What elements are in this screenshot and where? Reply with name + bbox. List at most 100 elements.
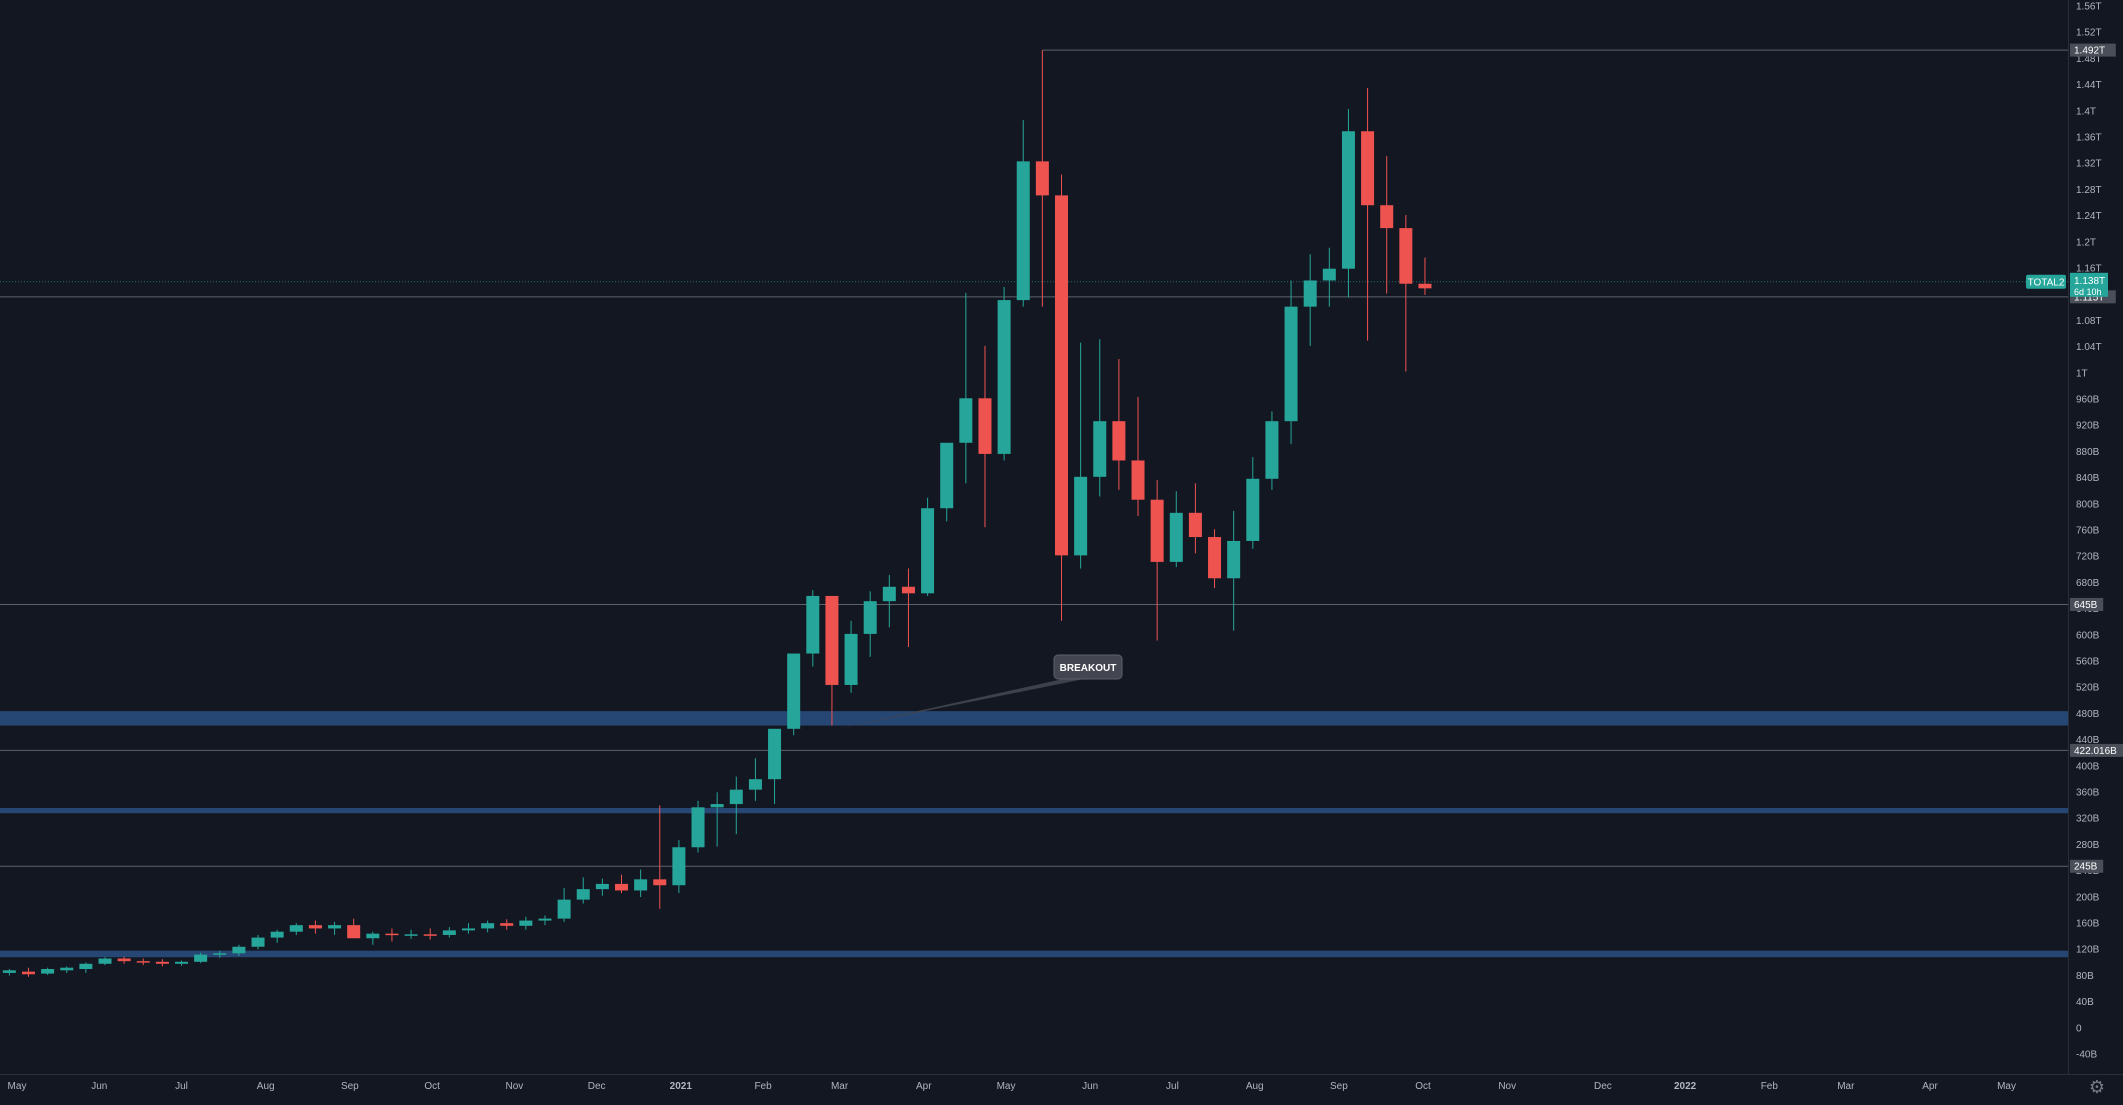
candle-body[interactable] [194,954,208,962]
candle-body[interactable] [844,633,858,685]
candle-body[interactable] [136,961,150,963]
candle-body[interactable] [653,879,667,886]
candle[interactable] [481,920,495,933]
candle[interactable] [1035,50,1049,307]
candle[interactable] [538,915,552,926]
candle[interactable] [863,591,877,657]
candle[interactable] [806,590,820,667]
candle-body[interactable] [155,961,169,964]
candle[interactable] [710,792,724,847]
candle[interactable] [672,840,686,894]
candle-body[interactable] [21,971,35,975]
candle[interactable] [978,345,992,528]
candle[interactable] [557,887,571,922]
candle[interactable] [576,877,590,904]
candle[interactable] [385,928,399,942]
candle[interactable] [442,927,456,938]
candle[interactable] [136,958,150,966]
candle[interactable] [519,916,533,930]
candle-body[interactable] [1074,476,1088,556]
candle[interactable] [1284,280,1298,445]
candle[interactable] [653,805,667,909]
support-zone[interactable] [0,950,2068,958]
candle-body[interactable] [1169,512,1183,562]
candle[interactable] [1227,510,1241,631]
candle-body[interactable] [60,967,74,971]
candle-body[interactable] [289,925,303,932]
candle[interactable] [117,956,131,964]
candle-body[interactable] [481,923,495,929]
candle-body[interactable] [940,442,954,509]
candle-body[interactable] [423,934,437,936]
candle-body[interactable] [232,946,246,954]
candle[interactable] [423,928,437,940]
candle-body[interactable] [1131,460,1145,500]
symbol-tag[interactable] [2026,274,2066,289]
candle[interactable] [60,966,74,973]
candle-body[interactable] [175,961,189,964]
candle[interactable] [1074,342,1088,569]
candle[interactable] [1246,457,1260,549]
candle-body[interactable] [576,889,590,900]
candle[interactable] [1169,491,1183,568]
candle[interactable] [79,962,93,973]
candle[interactable] [347,918,361,939]
candle-body[interactable] [997,300,1011,454]
candle[interactable] [825,595,839,726]
candle-body[interactable] [557,899,571,919]
candle-body[interactable] [442,930,456,935]
candle-body[interactable] [1054,195,1068,556]
candle-body[interactable] [1418,283,1432,289]
candle[interactable] [328,921,342,935]
candle[interactable] [997,287,1011,461]
candle-body[interactable] [1322,268,1336,281]
candle-body[interactable] [1246,478,1260,541]
candle-body[interactable] [787,653,801,729]
candle-body[interactable] [328,925,342,929]
candle-body[interactable] [538,918,552,921]
candle[interactable] [98,957,112,966]
candle-body[interactable] [2,970,16,973]
candle-body[interactable] [308,925,322,929]
candle-body[interactable] [1399,228,1413,284]
candle-body[interactable] [1380,205,1394,229]
candle-body[interactable] [825,595,839,685]
candle-body[interactable] [615,883,629,891]
candle[interactable] [691,800,705,853]
candle-body[interactable] [1284,306,1298,422]
candle[interactable] [1093,339,1107,497]
candle-body[interactable] [978,398,992,454]
candle[interactable] [1380,156,1394,294]
candle-body[interactable] [117,958,131,962]
candle[interactable] [1112,359,1126,490]
candle-body[interactable] [748,779,762,790]
candle[interactable] [289,923,303,935]
candle[interactable] [901,568,915,647]
candle-body[interactable] [921,508,935,594]
candle-body[interactable] [1341,131,1355,269]
candle-body[interactable] [1112,421,1126,461]
candle-body[interactable] [729,789,743,805]
candle-body[interactable] [1016,161,1030,301]
candle-body[interactable] [901,586,915,594]
candle[interactable] [21,967,35,977]
candle[interactable] [1016,120,1030,307]
candle-body[interactable] [634,879,648,891]
candle-body[interactable] [959,398,973,443]
support-zone[interactable] [0,711,2068,726]
candle-body[interactable] [595,883,609,890]
candle-body[interactable] [806,595,820,654]
candle[interactable] [844,620,858,693]
candle-body[interactable] [1188,512,1202,538]
candle-body[interactable] [710,804,724,808]
candle[interactable] [729,776,743,835]
candle[interactable] [213,950,227,958]
candle-body[interactable] [366,933,380,939]
candle[interactable] [500,919,514,930]
candle-body[interactable] [1227,540,1241,579]
candle-body[interactable] [1035,161,1049,196]
candle[interactable] [366,931,380,945]
candle[interactable] [1054,174,1068,621]
candle-body[interactable] [1265,421,1279,479]
candle[interactable] [155,959,169,967]
